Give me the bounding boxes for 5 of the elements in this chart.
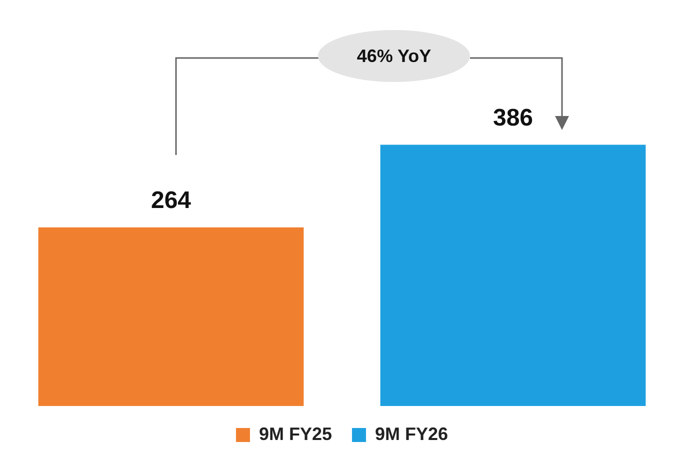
data-label: 386 — [492, 104, 534, 132]
data-label: 264 — [150, 186, 192, 214]
legend-label: 9M FY25 — [258, 424, 332, 444]
text: 46% YoY — [318, 30, 470, 82]
legend-label: 9M FY26 — [375, 424, 448, 444]
